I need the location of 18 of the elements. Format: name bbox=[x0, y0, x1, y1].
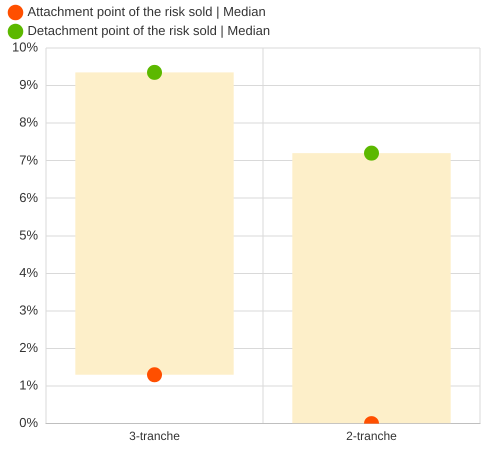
legend-label: Attachment point of the risk sold | Median bbox=[28, 4, 266, 20]
x-tick-label: 3-tranche bbox=[129, 429, 180, 444]
y-tick-label: 9% bbox=[19, 77, 38, 92]
y-tick-label: 1% bbox=[19, 378, 38, 393]
y-tick-label: 6% bbox=[19, 190, 38, 205]
x-tick-label: 2-tranche bbox=[346, 429, 398, 444]
point bbox=[147, 64, 162, 80]
y-tick-label: 10% bbox=[12, 40, 38, 55]
y-tick-label: 4% bbox=[19, 264, 38, 280]
y-tick-label: 5% bbox=[19, 227, 38, 242]
y-tick-label: 2% bbox=[19, 340, 38, 356]
legend-label: Detachment point of the risk sold | Median bbox=[28, 23, 270, 38]
y-tick-label: 0% bbox=[19, 415, 38, 430]
point bbox=[364, 146, 380, 161]
y-tick-label: 7% bbox=[19, 152, 38, 168]
point bbox=[147, 367, 162, 382]
y-tick-label: 8% bbox=[19, 114, 38, 130]
y-tick-label: 3% bbox=[19, 302, 38, 318]
